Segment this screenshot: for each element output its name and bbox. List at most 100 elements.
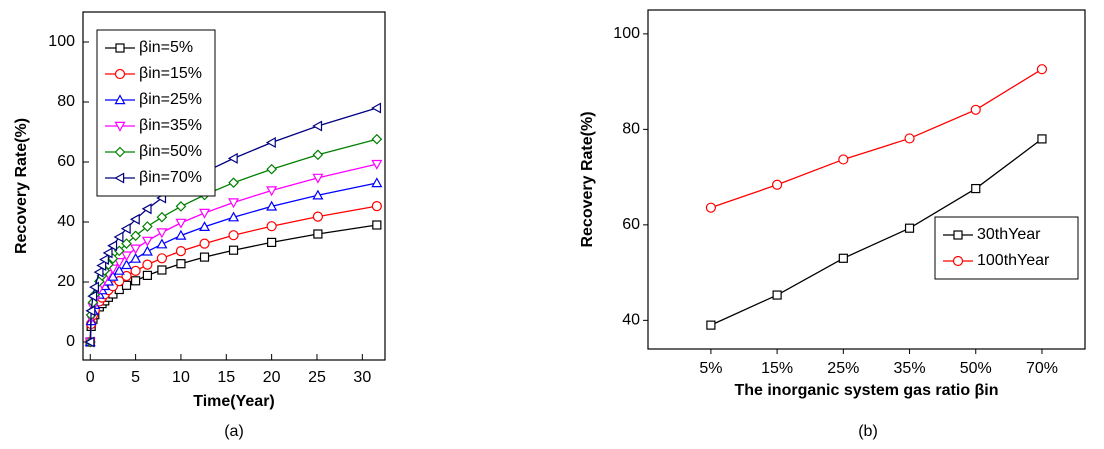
legend-label: βin=50%: [139, 143, 202, 160]
marker: [156, 253, 168, 264]
y-tick-label: 40: [57, 213, 75, 230]
marker: [312, 149, 324, 161]
y-tick-label: 80: [622, 121, 640, 138]
marker: [114, 121, 126, 132]
series-line: [710, 138, 1043, 326]
x-tick-label: 15: [217, 369, 235, 386]
x-tick-label: 25%: [827, 360, 859, 377]
marker: [228, 198, 240, 209]
legend-box: [96, 29, 216, 197]
marker: [266, 221, 277, 232]
marker: [266, 186, 278, 197]
x-tick-label: 20: [263, 369, 281, 386]
series-line: [710, 68, 1043, 209]
marker: [312, 211, 323, 222]
marker: [228, 211, 240, 222]
x-tick-label: 25: [308, 369, 326, 386]
marker: [141, 236, 153, 247]
marker: [228, 230, 239, 241]
marker: [199, 221, 211, 231]
marker: [130, 244, 142, 255]
marker: [141, 245, 153, 256]
marker: [199, 252, 210, 262]
marker: [228, 177, 239, 189]
marker: [87, 290, 98, 302]
marker: [371, 102, 382, 114]
marker: [1036, 64, 1048, 75]
legend-label: 30thYear: [977, 226, 1041, 243]
marker: [84, 336, 95, 348]
marker: [121, 259, 133, 270]
marker: [156, 228, 168, 239]
marker: [89, 281, 99, 293]
marker: [175, 229, 187, 240]
x-tick-label: 30: [353, 369, 371, 386]
marker: [266, 200, 278, 211]
y-tick-label: 20: [57, 273, 75, 290]
marker: [121, 280, 132, 290]
marker: [706, 320, 716, 330]
legend-box: [934, 216, 1079, 280]
y-axis-label: Recovery Rate(%): [13, 118, 30, 254]
legend-label: βin=35%: [139, 117, 202, 134]
marker: [114, 68, 126, 80]
marker: [312, 173, 324, 184]
marker: [142, 259, 153, 270]
marker: [121, 270, 132, 282]
marker: [129, 213, 140, 225]
marker: [99, 253, 109, 266]
marker: [121, 251, 133, 262]
marker: [371, 201, 382, 212]
marker: [142, 270, 152, 280]
marker: [93, 266, 104, 278]
legend-label: βin=5%: [139, 39, 193, 56]
marker: [970, 104, 981, 115]
marker: [838, 154, 849, 165]
marker: [312, 189, 324, 200]
y-tick-label: 100: [48, 33, 75, 50]
marker: [85, 305, 96, 317]
panel-caption: (b): [858, 423, 878, 440]
panel-caption: (a): [224, 423, 244, 440]
y-axis-label: Recovery Rate(%): [579, 111, 596, 247]
marker: [107, 270, 119, 281]
x-axis-label: Time(Year): [193, 393, 275, 410]
marker: [199, 208, 211, 219]
marker: [175, 201, 187, 212]
marker: [107, 240, 118, 252]
x-tick-label: 5%: [699, 360, 722, 377]
marker: [904, 133, 915, 144]
marker: [114, 146, 126, 158]
marker: [705, 202, 717, 213]
y-tick-label: 60: [57, 153, 75, 170]
marker: [176, 259, 186, 269]
legend-label: βin=25%: [139, 91, 202, 108]
marker: [131, 276, 141, 286]
marker: [130, 230, 141, 242]
x-tick-label: 15%: [761, 360, 793, 377]
plot-frame: [647, 9, 1086, 350]
marker: [772, 179, 783, 190]
marker: [113, 264, 125, 275]
marker: [199, 238, 210, 249]
marker: [266, 163, 277, 175]
marker: [265, 136, 276, 149]
y-tick-label: 80: [57, 93, 75, 110]
y-tick-label: 0: [66, 333, 75, 350]
marker: [130, 252, 142, 263]
marker: [115, 43, 125, 53]
marker: [157, 265, 167, 275]
marker: [114, 94, 126, 105]
marker: [228, 245, 239, 255]
marker: [372, 220, 382, 230]
x-axis-label: The inorganic system gas ratio βin: [734, 382, 998, 399]
marker: [113, 258, 125, 268]
marker: [838, 253, 848, 263]
marker: [313, 229, 323, 239]
x-tick-label: 10: [172, 369, 190, 386]
marker: [141, 203, 152, 215]
marker: [156, 238, 168, 249]
marker: [371, 159, 383, 170]
marker: [102, 247, 113, 259]
